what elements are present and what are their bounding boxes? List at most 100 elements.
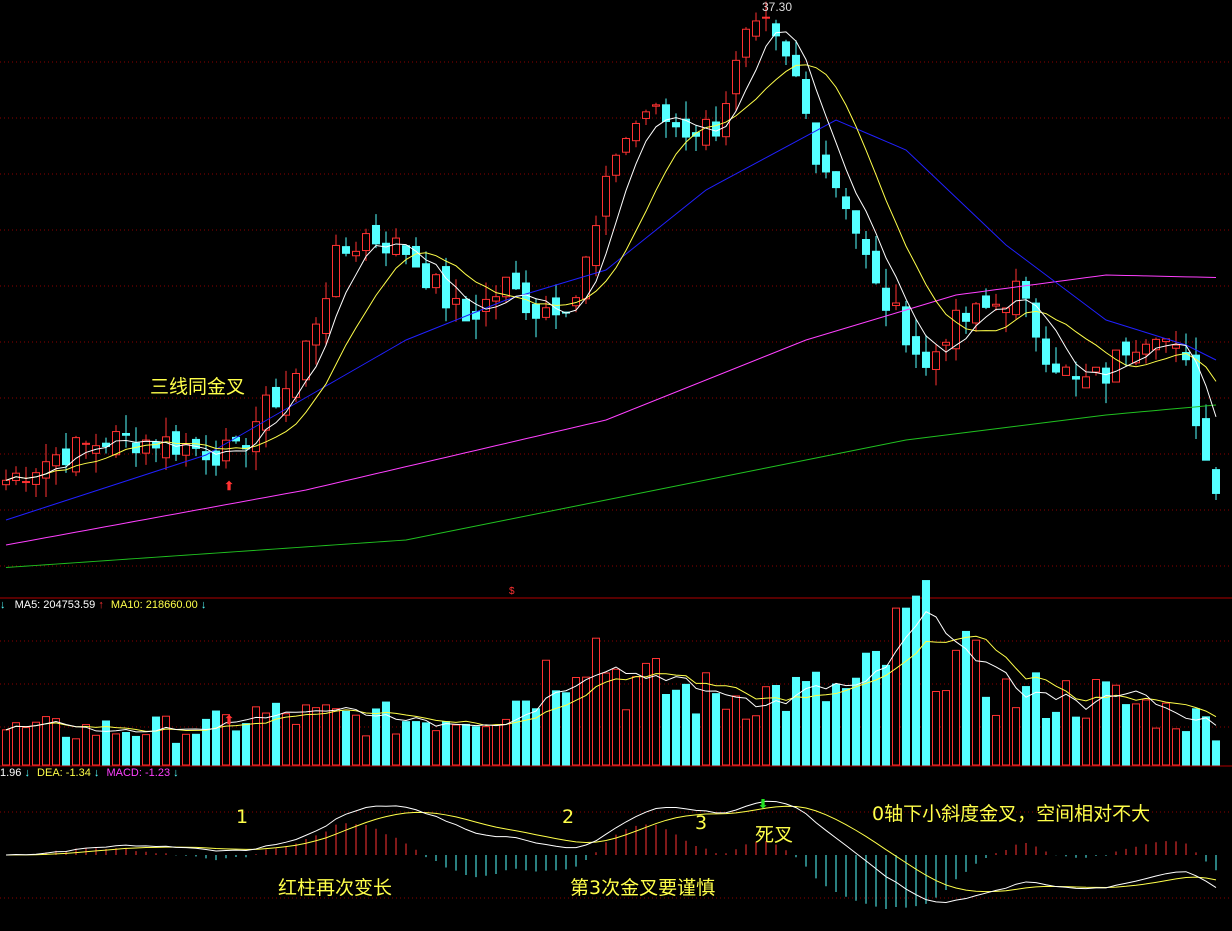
volume-bar-up	[762, 686, 770, 766]
dea-line	[5, 805, 1217, 893]
macd-label: MACD: -1.23	[106, 767, 171, 779]
volume-bar-down	[532, 708, 540, 766]
volume-bar-down	[512, 700, 520, 766]
volume-bar-up	[642, 662, 650, 766]
candle-down	[1212, 469, 1220, 494]
candle-down	[522, 282, 530, 314]
volume-bar-down	[562, 692, 570, 766]
candle-up	[282, 388, 290, 416]
volume-bar-up	[1152, 727, 1160, 766]
candle-up	[332, 244, 340, 298]
volume-bar-down	[382, 701, 390, 766]
volume-bar-up	[992, 714, 1000, 766]
vol-ma5-line	[5, 611, 1217, 733]
candle-up	[1172, 344, 1180, 349]
volume-bar-up	[742, 718, 750, 766]
candle-up	[182, 443, 190, 456]
dif-label: 1.96	[0, 767, 22, 779]
volume-bar-up	[622, 709, 630, 766]
volume-bar-up	[162, 715, 170, 766]
annotation-triple-cross: 三线同金叉	[150, 376, 246, 398]
candle-up	[652, 104, 660, 107]
volume-bar-up	[252, 706, 260, 766]
candle-up	[222, 439, 230, 462]
volume-bar-up	[32, 721, 40, 766]
buy-arrow-icon: ⬆	[224, 479, 235, 493]
volume-bar-down	[852, 677, 860, 766]
candle-up	[392, 237, 400, 255]
candle-up	[142, 439, 150, 454]
volume-bar-up	[1142, 699, 1150, 766]
candle-up	[592, 225, 600, 267]
buy-arrow-icon: ⬆	[224, 713, 235, 727]
candle-down	[812, 122, 820, 165]
volume-bar-up	[1092, 679, 1100, 766]
candle-down	[902, 306, 910, 346]
candle-up	[542, 307, 550, 318]
volume-bar-up	[1172, 728, 1180, 766]
volume-bar-down	[682, 683, 690, 766]
volume-bar-down	[1192, 708, 1200, 766]
candle-up	[262, 394, 270, 431]
candle-down	[372, 224, 380, 245]
candle-down	[822, 154, 830, 173]
candle-up	[952, 309, 960, 350]
annotation-death-cross: 死叉	[755, 824, 794, 846]
marker-icon: $	[509, 586, 515, 597]
volume-bar-up	[1012, 707, 1020, 766]
volume-bar-down	[1052, 711, 1060, 766]
candle-down	[912, 336, 920, 355]
volume-bar-up	[1002, 678, 1010, 766]
candle-up	[72, 437, 80, 473]
candle-up	[1112, 349, 1120, 383]
volume-bar-up	[1132, 703, 1140, 766]
volume-bar-up	[42, 716, 50, 766]
candle-down	[62, 448, 70, 466]
volume-bar-down	[152, 716, 160, 766]
volume-bar-down	[372, 708, 380, 766]
candle-up	[1012, 280, 1020, 316]
volume-bar-up	[222, 714, 230, 766]
volume-bar-up	[292, 723, 300, 766]
macd-legend: 1.96 ↓ DEA: -1.34 ↓ MACD: -1.23 ↓	[0, 767, 179, 779]
candle-up	[612, 154, 620, 176]
volume-bar-up	[1112, 684, 1120, 766]
candle-down	[982, 295, 990, 308]
volume-bar-down	[192, 733, 200, 766]
volume-bar-up	[482, 726, 490, 766]
volume-bar-down	[922, 580, 930, 766]
candle-up	[452, 297, 460, 305]
volume-bar-down	[902, 607, 910, 766]
volume-bar-down	[962, 630, 970, 766]
candle-up	[1132, 351, 1140, 364]
candle-up	[22, 481, 30, 484]
volume-bar-up	[502, 718, 510, 766]
down-arrow-icon: ↓	[200, 599, 207, 611]
candle-up	[322, 298, 330, 334]
candle-up	[602, 175, 610, 217]
volume-bar-up	[332, 708, 340, 766]
volume-bar-up	[1062, 680, 1070, 766]
down-arrow-icon: ↓	[93, 767, 100, 779]
volume-bar-down	[782, 710, 790, 766]
volume-bar-down	[232, 730, 240, 766]
candle-down	[882, 287, 890, 311]
candle-up	[82, 442, 90, 445]
volume-bar-down	[212, 710, 220, 766]
volume-bar-down	[242, 723, 250, 766]
candle-up	[482, 298, 490, 312]
volume-bar-down	[402, 721, 410, 766]
annotation-2: 2	[562, 806, 575, 828]
volume-bar-up	[2, 729, 10, 766]
volume-bar-down	[1122, 704, 1130, 766]
volume-bar-down	[672, 689, 680, 766]
volume-bar-up	[932, 690, 940, 766]
candle-up	[1062, 366, 1070, 376]
volume-bar-up	[52, 718, 60, 766]
volume-bar-up	[82, 724, 90, 766]
volume-bar-up	[972, 639, 980, 766]
volume-bar-up	[732, 695, 740, 766]
candle-down	[662, 104, 670, 122]
volume-bar-down	[872, 650, 880, 766]
